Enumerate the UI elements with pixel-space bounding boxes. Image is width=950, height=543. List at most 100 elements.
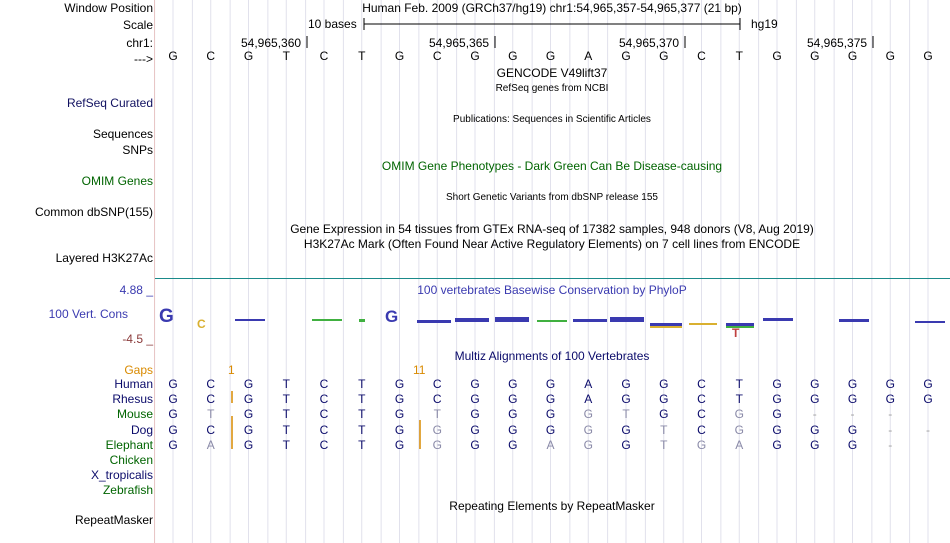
reference-base: C [432,49,442,63]
repeatmasker-track-label[interactable]: RepeatMasker [74,513,153,527]
aligned-base: T [358,377,366,391]
aligned-base: G [923,392,933,407]
aligned-base: T [282,407,290,422]
conservation-top-line [155,278,950,279]
aligned-base: - [888,437,893,452]
aligned-base: C [697,377,706,391]
aligned-base: G [470,392,480,407]
aligned-base: G [243,377,254,391]
reference-base: G [243,49,254,63]
refseq-track-label[interactable]: RefSeq Curated [66,96,153,110]
reference-base: G [810,49,820,63]
coord-ticks [306,36,874,48]
reference-base: G [772,49,782,63]
aligned-base: C [319,377,329,391]
species-label[interactable]: Rhesus [112,392,153,407]
aligned-base: G [621,392,631,407]
aligned-base: G [394,437,405,452]
aligned-base: C [319,407,329,422]
reference-base: G [545,49,556,63]
logo-g-1: G [159,306,174,327]
aligned-base: G [885,392,895,407]
alignment-insertion-marks [231,391,421,449]
aligned-base: G [772,377,782,391]
chrom-label: chr1: [126,36,153,50]
aligned-base: C [697,392,706,407]
aligned-base: G [734,407,744,422]
aligned-base: G [243,437,254,452]
aligned-base: G [394,392,405,407]
aligned-base: C [432,377,442,391]
species-label[interactable]: Elephant [105,437,153,452]
aligned-base: G [545,377,556,391]
scale-bar [363,18,741,30]
conservation-logo: G C G T [159,306,945,340]
sequences-track-label[interactable]: Sequences [92,127,153,141]
strand-label: ---> [134,52,153,66]
reference-base: C [697,49,706,63]
aligned-base: G [583,407,593,422]
aligned-base: G [810,392,820,407]
aligned-base: C [432,392,442,407]
aligned-base: T [358,407,366,422]
aligned-base: G [659,407,669,422]
window-position-label: Window Position [64,1,153,15]
aligned-base: G [621,437,631,452]
species-label[interactable]: Human [114,377,153,391]
aligned-base: A [206,437,215,452]
aligned-base: G [847,377,858,391]
aligned-base: G [394,407,405,422]
aligned-base: C [319,422,329,437]
aligned-base: G [772,422,782,437]
species-label[interactable]: Zebrafish [102,483,153,498]
aligned-base: - [850,407,855,422]
aligned-base: G [810,437,820,452]
publications-track-title: Publications: Sequences in Scientific Ar… [453,114,651,125]
aligned-base: G [583,422,593,437]
h3k27ac-track-label[interactable]: Layered H3K27Ac [55,251,153,265]
aligned-base: G [659,392,669,407]
species-label[interactable]: Chicken [109,453,153,467]
aligned-base: T [660,422,668,437]
aligned-base: T [735,377,743,391]
conservation-track-label[interactable]: 100 Vert. Cons [48,307,128,321]
aligned-base: T [660,437,668,452]
reference-base: T [358,49,366,63]
omim-track-label[interactable]: OMIM Genes [81,174,153,188]
aligned-base: G [394,422,405,437]
logo-t-1: T [732,326,740,340]
aligned-base: G [621,422,631,437]
reference-base: G [847,49,858,63]
coord-4: 54,965,375 [807,36,868,50]
aligned-base: G [394,377,405,391]
snps-track-label[interactable]: SNPs [122,143,153,157]
aligned-base: G [772,437,782,452]
aligned-base: G [508,392,518,407]
aligned-base: T [282,437,290,452]
aligned-base: G [545,422,556,437]
aligned-base: G [847,422,858,437]
aligned-base: G [659,377,669,391]
aligned-base: A [584,392,593,407]
gencode-track-title[interactable]: GENCODE V49lift37 [496,66,608,80]
logo-c-1: C [197,317,206,331]
refseq-subtitle: RefSeq genes from NCBI [495,83,609,94]
reference-base: T [282,49,290,63]
dbsnp-track-title: Short Genetic Variants from dbSNP releas… [446,192,658,203]
aligned-base: C [206,377,216,391]
aligned-base: G [621,377,631,391]
aligned-base: G [168,422,178,437]
species-label[interactable]: Mouse [116,407,153,422]
repeatmasker-track-title: Repeating Elements by RepeatMasker [449,499,655,513]
aligned-base: C [319,392,329,407]
aligned-base: G [470,437,480,452]
dbsnp-track-label[interactable]: Common dbSNP(155) [34,205,153,219]
multiz-track-title: Multiz Alignments of 100 Vertebrates [454,349,650,363]
aligned-base: G [545,392,556,407]
aligned-base: T [433,407,441,422]
species-label[interactable]: Dog [130,422,153,437]
base-grid [155,0,929,543]
coord-2: 54,965,365 [429,36,490,50]
aligned-base: T [622,407,630,422]
species-label[interactable]: X_tropicalis [90,468,153,483]
